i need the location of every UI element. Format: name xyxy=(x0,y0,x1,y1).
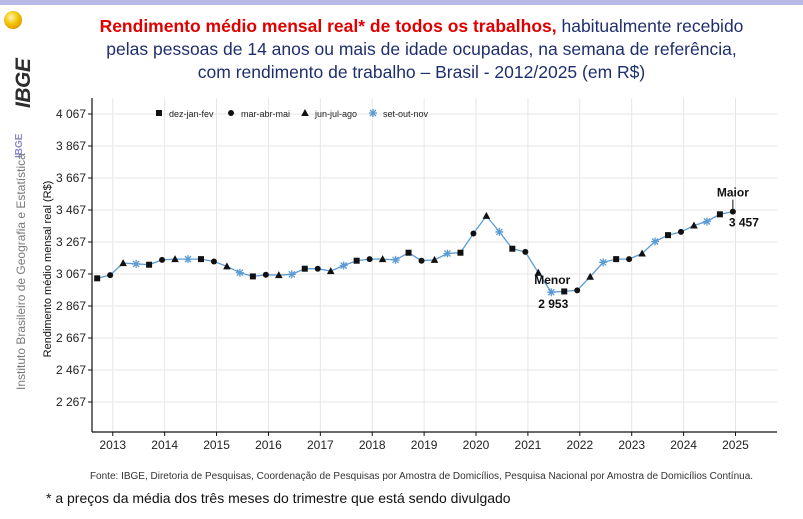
data-point xyxy=(223,262,231,270)
x-tick-label: 2022 xyxy=(566,438,593,452)
data-point xyxy=(366,256,373,263)
data-point xyxy=(107,272,114,279)
data-point xyxy=(509,245,516,252)
x-tick-label: 2021 xyxy=(515,438,542,452)
x-tick-label: 2015 xyxy=(203,438,230,452)
plot-area xyxy=(92,98,777,432)
data-point xyxy=(159,256,166,263)
data-point xyxy=(613,256,620,263)
data-point xyxy=(249,273,256,280)
data-point xyxy=(275,271,283,279)
top-accent-bar xyxy=(0,0,803,5)
y-tick-label: 2 467 xyxy=(56,363,86,377)
legend-label: dez-jan-fev xyxy=(169,109,214,119)
data-point xyxy=(210,258,217,265)
x-tick-label: 2023 xyxy=(618,438,645,452)
y-tick-label: 2 867 xyxy=(56,299,86,313)
x-tick-label: 2017 xyxy=(307,438,334,452)
data-point xyxy=(418,257,425,264)
data-point xyxy=(702,217,711,226)
x-tick-label: 2019 xyxy=(411,438,438,452)
legend-label: mar-abr-mai xyxy=(241,109,290,119)
source-note: Fonte: IBGE, Diretoria de Pesquisas, Coo… xyxy=(89,471,754,482)
x-tick-label: 2013 xyxy=(99,438,126,452)
x-tick-label: 2025 xyxy=(722,438,749,452)
data-point xyxy=(391,255,400,264)
y-tick-label: 3 867 xyxy=(56,139,86,153)
title-line-2: pelas pessoas de 14 anos ou mais de idad… xyxy=(106,39,737,59)
annotation-max-value: 3 457 xyxy=(729,216,759,230)
data-point xyxy=(287,270,296,279)
data-point xyxy=(561,288,568,295)
x-tick-label: 2018 xyxy=(359,438,386,452)
annotation-max-label: Maior xyxy=(717,186,749,200)
legend-label: set-out-nov xyxy=(383,109,429,119)
y-axis-label: Rendimento médio mensal real (R$) xyxy=(42,181,54,358)
y-tick-label: 2 267 xyxy=(56,395,86,409)
data-point xyxy=(626,256,633,263)
data-point xyxy=(301,265,308,272)
data-point xyxy=(353,257,360,264)
data-point xyxy=(638,249,646,257)
footnote: * a preços da média dos três meses do tr… xyxy=(46,490,511,506)
data-point xyxy=(690,221,698,229)
y-tick-label: 3 267 xyxy=(56,235,86,249)
data-point xyxy=(457,249,464,256)
data-point xyxy=(522,248,529,255)
ibge-logo-icon xyxy=(4,11,22,29)
x-tick-label: 2014 xyxy=(151,438,178,452)
legend-marker xyxy=(228,110,234,116)
data-point xyxy=(599,258,608,267)
title-rest: habitualmente recebido xyxy=(561,16,744,36)
y-tick-label: 4 067 xyxy=(56,107,86,121)
x-tick-label: 2016 xyxy=(255,438,282,452)
data-point xyxy=(405,249,412,256)
y-tick-label: 2 667 xyxy=(56,331,86,345)
data-point xyxy=(534,268,543,276)
data-point xyxy=(326,267,335,275)
data-point xyxy=(146,261,153,268)
data-point xyxy=(132,259,141,268)
data-point xyxy=(586,272,594,280)
data-point xyxy=(665,232,672,239)
data-point xyxy=(119,259,127,267)
data-point xyxy=(378,255,387,263)
data-point xyxy=(482,211,491,219)
data-point xyxy=(339,261,348,270)
title-line-3: com rendimento de trabalho – Brasil - 20… xyxy=(197,62,646,82)
data-point xyxy=(430,255,439,263)
y-tick-label: 3 667 xyxy=(56,171,86,185)
data-point xyxy=(470,230,477,237)
legend-marker xyxy=(301,109,309,116)
data-point xyxy=(716,211,723,218)
data-point xyxy=(262,271,269,278)
legend-marker xyxy=(156,110,162,116)
title-highlight: Rendimento médio mensal real* de todos o… xyxy=(99,16,557,36)
data-point xyxy=(651,237,660,246)
y-tick-label: 3 067 xyxy=(56,267,86,281)
annotation-min-value: 2 953 xyxy=(538,297,568,311)
legend-marker xyxy=(369,109,377,117)
sidebar xyxy=(0,5,40,475)
x-tick-label: 2020 xyxy=(463,438,490,452)
data-point xyxy=(171,255,179,263)
annotation-min-label: Menor xyxy=(534,273,570,287)
y-tick-label: 3 467 xyxy=(56,203,86,217)
data-point xyxy=(314,265,321,272)
data-point xyxy=(677,228,684,235)
data-point xyxy=(94,275,101,282)
data-point xyxy=(184,255,193,264)
data-point xyxy=(495,227,504,236)
legend-label: jun-jul-ago xyxy=(314,109,357,119)
chart-title: Rendimento médio mensal real* de todos o… xyxy=(40,15,803,84)
data-point xyxy=(443,249,452,258)
data-point xyxy=(235,268,244,277)
data-point xyxy=(729,208,736,215)
data-point xyxy=(574,287,581,294)
data-point xyxy=(547,288,556,297)
data-point xyxy=(197,256,204,263)
x-tick-label: 2024 xyxy=(670,438,697,452)
